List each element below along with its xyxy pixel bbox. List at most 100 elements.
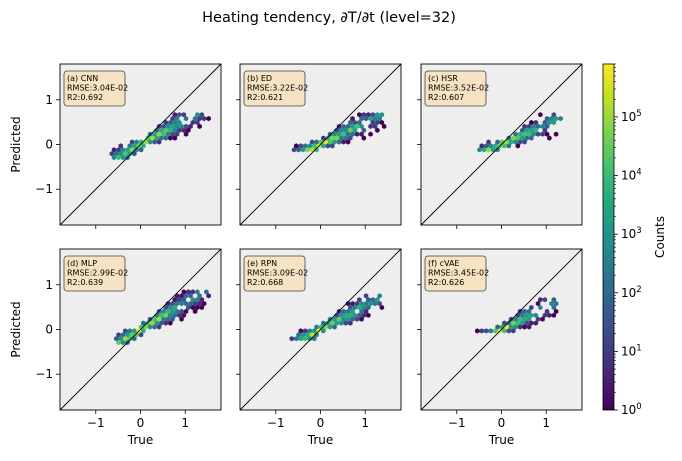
hexbin-cell <box>520 127 525 133</box>
hexbin-cell <box>116 340 121 346</box>
hexbin-cell <box>348 127 353 133</box>
hexbin-cell <box>540 131 545 137</box>
hexbin-cell <box>524 127 530 133</box>
hexbin-cell <box>334 320 340 326</box>
x-tick-label: −1 <box>87 416 105 430</box>
hexbin-cell <box>190 289 196 295</box>
hexbin-cell <box>192 308 198 314</box>
hexbin-cell <box>161 316 166 322</box>
hexbin-cell <box>484 328 489 334</box>
hexbin-cell <box>533 312 539 318</box>
hexbin-cell <box>163 135 169 141</box>
hexbin-cell <box>330 135 335 141</box>
hexbin-cell <box>163 119 169 126</box>
hexbin-cell <box>190 304 196 311</box>
r2-text: R2:0.626 <box>428 278 464 287</box>
hexbin-cell <box>366 297 371 303</box>
hexbin-cell <box>298 143 303 149</box>
hexbin-cell <box>551 119 557 126</box>
colorbar: 100 101 102 103 104 105 Counts <box>602 63 667 417</box>
hexbin-cell <box>350 123 355 129</box>
hexbin-cell <box>199 304 205 311</box>
r2-text: R2:0.639 <box>67 278 103 287</box>
hexbin-cell <box>529 119 534 126</box>
hexbin-cell <box>357 304 362 311</box>
hexbin-cell <box>379 112 385 118</box>
hexbin-cell <box>350 116 355 122</box>
hexbin-cell <box>343 135 349 141</box>
hexbin-cell <box>172 304 178 311</box>
hexbin-cell <box>345 131 351 137</box>
hexbin-cell <box>206 293 211 299</box>
hexbin-cell <box>123 336 128 342</box>
hexbin-cell <box>181 297 187 303</box>
hexbin-cell <box>291 147 297 153</box>
hexbin-cell <box>125 332 130 338</box>
hexbin-cell <box>168 312 173 318</box>
hexbin-cell <box>183 116 189 122</box>
hexbin-cell <box>118 151 123 157</box>
hexbin-cell <box>361 112 367 118</box>
hexbin-cell <box>156 324 162 330</box>
hexbin-cell <box>159 320 164 326</box>
hexbin-cell <box>368 301 373 307</box>
hexbin-cell <box>332 131 337 137</box>
hexbin-cell <box>172 127 178 133</box>
hexbin-cell <box>368 131 373 137</box>
hexbin-cell <box>127 143 133 149</box>
hexbin-cell <box>484 143 489 149</box>
hexbin-cell <box>163 127 169 133</box>
x-tick-label: 1 <box>181 416 189 430</box>
hexbin-cell <box>348 320 353 326</box>
rmse-text: RMSE:3.22E-02 <box>247 84 308 93</box>
hexbin-cell <box>493 143 498 149</box>
hexbin-cell <box>294 336 299 342</box>
hexbin-cell <box>481 147 487 153</box>
hexbin-cell <box>120 147 126 153</box>
hexbin-cell <box>542 312 548 318</box>
hexbin-cell <box>183 123 189 129</box>
hexbin-cell <box>325 135 331 141</box>
hexbin-cell <box>195 304 200 311</box>
hexbin-cell <box>513 316 518 322</box>
hexbin-cell <box>517 139 523 145</box>
hexbin-cell <box>145 320 151 326</box>
hexbin-cell <box>186 304 191 311</box>
hexbin-cell <box>377 301 382 307</box>
rmse-text: RMSE:3.09E-02 <box>247 269 308 278</box>
hexbin-cell <box>529 304 534 311</box>
hexbin-cell <box>375 112 380 118</box>
hexbin-cell <box>502 328 507 334</box>
hexbin-cell <box>343 320 349 326</box>
hexbin-cell <box>183 301 189 307</box>
hexbin-cell <box>195 289 200 295</box>
hexbin-cell <box>152 139 157 145</box>
hexbin-cell <box>154 320 160 326</box>
hexbin-cell <box>165 316 171 322</box>
hexbin-cell <box>307 143 313 149</box>
hexbin-cell <box>535 131 541 137</box>
hexbin-cell <box>132 143 137 149</box>
hexbin-cell <box>330 143 335 149</box>
hexbin-cell <box>361 312 367 318</box>
identity-line <box>59 248 222 411</box>
hexbin-cell <box>177 119 182 126</box>
hexbin-cell <box>172 135 178 141</box>
hexbin-cell <box>163 312 169 318</box>
hexbin-cell <box>357 119 362 126</box>
x-tick-label: −1 <box>267 416 285 430</box>
hexbin-cell <box>486 147 491 153</box>
hexbin-cell <box>520 320 525 326</box>
hexbin-cell <box>303 143 308 149</box>
hexbin-cell <box>359 131 364 137</box>
hexbin-cells <box>114 289 211 346</box>
hexbin-cell <box>168 135 173 141</box>
hexbin-cell <box>170 131 175 137</box>
hexbin-cell <box>372 301 378 307</box>
hexbin-cell <box>553 116 559 122</box>
hexbin-cell <box>165 308 171 314</box>
hexbin-cell <box>163 304 169 311</box>
metrics-box-background <box>63 255 126 292</box>
